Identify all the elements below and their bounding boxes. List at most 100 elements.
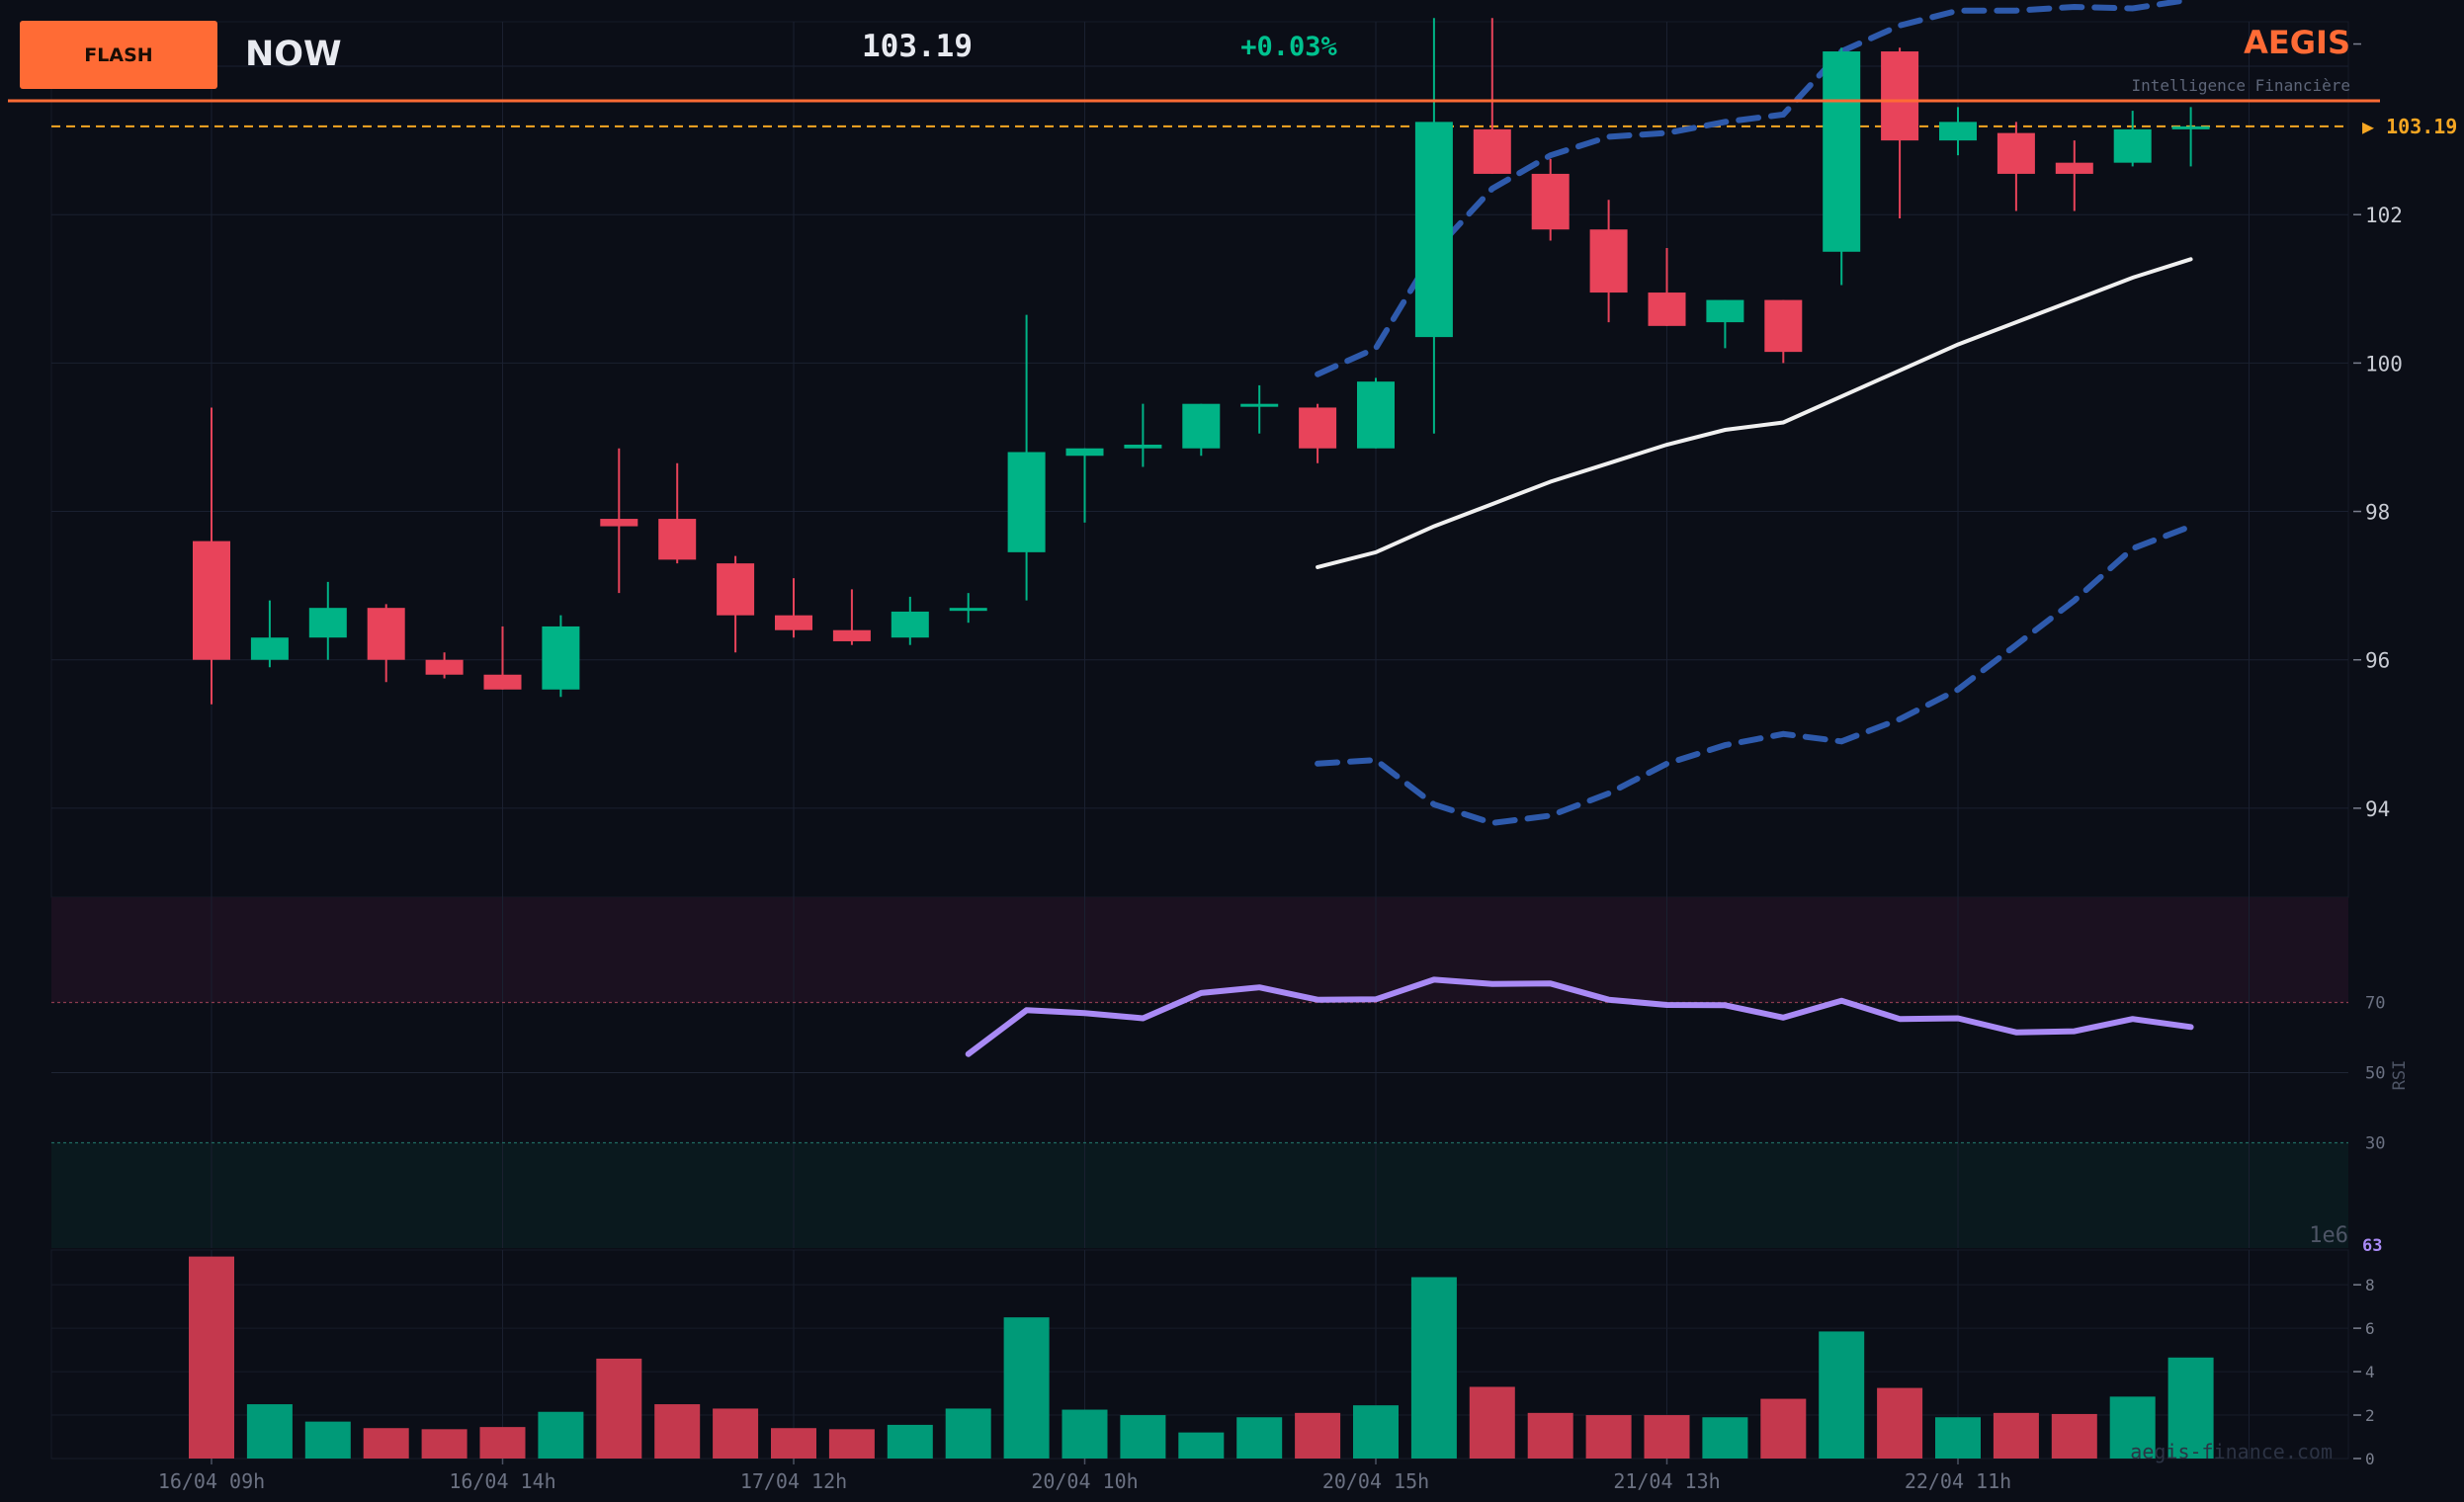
candle: [1997, 122, 2035, 211]
volume-bar: [1702, 1417, 1748, 1459]
rsi-tick-label: 50: [2365, 1064, 2385, 1084]
candle: [658, 462, 697, 564]
candle-body: [1065, 448, 1104, 457]
volume-bar: [1935, 1417, 1981, 1459]
volume-bar: [1819, 1331, 1865, 1459]
volume-bar: [479, 1427, 526, 1459]
candle: [308, 581, 347, 660]
candle: [542, 615, 580, 698]
rsi-tick-label: 70: [2365, 994, 2385, 1014]
candle: [949, 593, 987, 624]
candle-body: [1007, 452, 1046, 552]
candle-body: [1823, 51, 1861, 252]
candle-body: [1939, 122, 1977, 141]
volume-bar: [1993, 1412, 2039, 1459]
price-tick-label: 94: [2365, 797, 2390, 821]
candle: [775, 578, 812, 638]
candle-body: [2113, 128, 2152, 163]
candle-body: [1881, 51, 1919, 141]
candle: [1473, 18, 1511, 174]
candle-body: [832, 629, 871, 641]
volume-scale-label: 1e6: [2309, 1223, 2348, 1248]
volume-bar: [2109, 1396, 2156, 1459]
watermark: aegis-finance.com: [2130, 1440, 2333, 1463]
volume-bar: [945, 1408, 991, 1459]
volume-bar: [189, 1256, 234, 1459]
candle-body: [2171, 125, 2210, 129]
candle: [2171, 107, 2210, 167]
candle-body: [1299, 407, 1337, 449]
volume-bar: [1410, 1277, 1457, 1459]
x-tick-label: 20/04 10h: [1031, 1469, 1138, 1493]
x-tick-label: 17/04 12h: [740, 1469, 847, 1493]
candle: [1589, 200, 1628, 323]
candle: [2113, 111, 2152, 167]
volume-bar: [2051, 1413, 2097, 1459]
candle: [1357, 377, 1395, 449]
candle: [1124, 403, 1162, 467]
candle: [1299, 403, 1337, 463]
rsi-last-value: 63: [2362, 1236, 2382, 1256]
volume-bar: [1877, 1387, 1923, 1459]
volume-bar: [713, 1408, 759, 1459]
price-tick-label: 100: [2365, 352, 2403, 376]
candle: [425, 652, 464, 679]
x-tick-label: 20/04 15h: [1322, 1469, 1429, 1493]
volume-bar: [304, 1421, 351, 1459]
candle: [1182, 403, 1221, 457]
volume-bar: [654, 1404, 701, 1459]
volume-bar: [1178, 1432, 1225, 1459]
candle-body: [1182, 403, 1221, 449]
x-tick-label: 16/04 09h: [158, 1469, 265, 1493]
volume-bar: [1585, 1415, 1632, 1459]
candle: [1007, 314, 1046, 601]
candle-body: [1648, 292, 1686, 326]
volume-bar: [1760, 1398, 1807, 1459]
volume-bar: [2167, 1357, 2214, 1459]
x-tick-label: 21/04 13h: [1613, 1469, 1720, 1493]
candle: [832, 589, 871, 645]
volume-bar: [421, 1429, 467, 1459]
flash-badge: [20, 21, 217, 89]
candle: [600, 448, 638, 594]
header-price: 103.19: [862, 29, 973, 64]
candle-body: [775, 615, 812, 630]
rsi-oversold-zone: [51, 1142, 2348, 1248]
volume-tick-label: 0: [2365, 1450, 2375, 1468]
bollinger-upper-band: [1315, 0, 2194, 377]
flash-badge-label: FLASH: [84, 44, 152, 66]
volume-bar: [771, 1428, 816, 1459]
volume-bar: [596, 1358, 642, 1459]
candle-body: [308, 608, 347, 638]
candle: [1881, 47, 1919, 218]
candle-body: [1997, 132, 2035, 174]
brand-logo: AEGIS: [2244, 24, 2350, 61]
candle: [193, 407, 230, 705]
candle-body: [1124, 444, 1162, 449]
ticker-symbol: NOW: [245, 35, 342, 74]
volume-bar: [887, 1424, 933, 1459]
candle-body: [1531, 173, 1570, 230]
candle: [891, 596, 929, 645]
candle-body: [193, 541, 230, 660]
candle-body: [949, 608, 987, 612]
x-tick-label: 22/04 11h: [1905, 1469, 2011, 1493]
candle: [483, 626, 522, 690]
candle-body: [250, 637, 289, 660]
candle-body: [425, 659, 464, 675]
candle-body: [1414, 122, 1453, 338]
volume-bar: [1644, 1415, 1690, 1459]
candle-body: [1764, 299, 1803, 353]
volume-tick-label: 4: [2365, 1363, 2375, 1381]
candle-body: [2055, 162, 2093, 174]
candle-body: [1473, 128, 1511, 174]
price-tick-label: 96: [2365, 649, 2390, 673]
candle-body: [600, 519, 638, 527]
volume-tick-label: 2: [2365, 1406, 2375, 1425]
brand-tagline: Intelligence Financière: [2131, 76, 2350, 95]
candle-body: [1589, 229, 1628, 293]
candle: [1764, 299, 1803, 364]
candle-body: [658, 519, 697, 560]
rsi-overbought-zone: [51, 897, 2348, 1003]
